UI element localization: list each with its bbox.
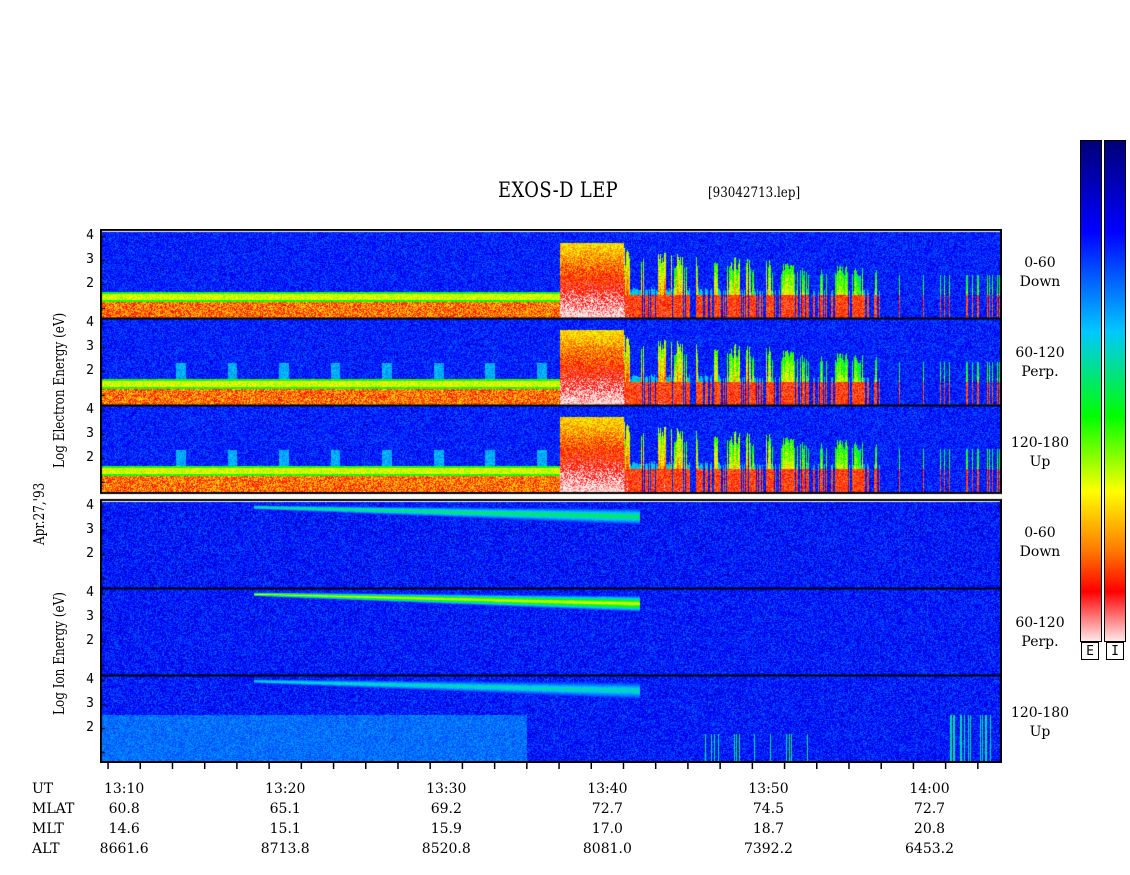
y-tick-label: 3 <box>86 251 94 267</box>
panel-direction: Down <box>1019 274 1061 290</box>
footer-mlat-value: 74.5 <box>752 801 785 817</box>
y-tick-label: 3 <box>86 608 94 624</box>
panel-direction: Perp. <box>1021 634 1059 650</box>
y-tick-label: 3 <box>86 695 94 711</box>
footer-label-ut: UT <box>32 781 54 797</box>
panel-direction: Down <box>1019 544 1061 560</box>
footer-mlt-value: 15.9 <box>430 821 462 837</box>
panel-angle: 120-180 <box>1010 435 1070 451</box>
footer-label-alt: ALT <box>32 841 60 857</box>
date-label: Apr.27,'93 <box>30 482 48 545</box>
ion-colorbar <box>1104 140 1126 642</box>
footer-label-mlt: MLT <box>32 821 64 837</box>
footer-mlat-value: 65.1 <box>269 801 301 817</box>
y-tick-label: 4 <box>86 314 94 330</box>
y-tick-label: 4 <box>86 497 94 513</box>
footer-ut-value: 14:00 <box>909 781 950 797</box>
panel-direction: Up <box>1029 454 1051 470</box>
y-tick-label: 4 <box>86 671 94 687</box>
y-tick-label: 2 <box>86 275 94 291</box>
electron-axis-label: Log Electron Energy (eV) <box>50 312 68 468</box>
footer-ut-value: 13:10 <box>103 781 145 797</box>
x-axis <box>100 761 1002 769</box>
footer-mlat-value: 72.7 <box>591 801 623 817</box>
file-name: [93042713.lep] <box>708 185 801 201</box>
footer-ut-value: 13:40 <box>587 781 628 797</box>
footer-alt-value: 8713.8 <box>260 841 310 857</box>
panel-angle: 0-60 <box>1024 525 1056 541</box>
panel-label-e-down: 0-60 Down <box>1005 254 1075 292</box>
y-tick-label: 4 <box>86 584 94 600</box>
panel-label-e-perp: 60-120 Perp. <box>1005 344 1075 382</box>
footer-mlat-value: 69.2 <box>430 801 462 817</box>
y-tick-label: 2 <box>86 545 94 561</box>
panel-direction: Up <box>1029 724 1051 740</box>
footer-alt-value: 8081.0 <box>582 841 632 857</box>
footer-alt-value: 8520.8 <box>421 841 471 857</box>
footer-alt-value: 8661.6 <box>99 841 149 857</box>
footer-label-mlat: MLAT <box>32 801 75 817</box>
ion-colorbar-label: I <box>1106 642 1124 660</box>
footer-mlt-value: 18.7 <box>752 821 785 837</box>
footer-mlat-value: 72.7 <box>913 801 946 817</box>
y-tick-label: 3 <box>86 338 94 354</box>
panel-label-i-perp: 60-120 Perp. <box>1005 614 1075 652</box>
y-tick-label: 2 <box>86 362 94 378</box>
y-tick-label: 3 <box>86 521 94 537</box>
panel-direction: Perp. <box>1021 364 1059 380</box>
panel-label-i-up: 120-180 Up <box>1005 704 1075 742</box>
footer-mlt-value: 14.6 <box>108 821 140 837</box>
y-tick-label: 4 <box>86 401 94 417</box>
footer-mlt-value: 17.0 <box>591 821 623 837</box>
y-tick-label: 2 <box>86 719 94 735</box>
panel-label-i-down: 0-60 Down <box>1005 524 1075 562</box>
footer-alt-value: 6453.2 <box>905 841 955 857</box>
footer-ut-value: 13:20 <box>265 781 306 797</box>
electron-colorbar <box>1080 140 1102 642</box>
panel-angle: 60-120 <box>1015 615 1065 631</box>
electron-colorbar-label: E <box>1081 642 1099 660</box>
ion-axis-label: Log Ion Energy (eV) <box>50 592 68 715</box>
panel-angle: 120-180 <box>1010 705 1070 721</box>
y-tick-label: 2 <box>86 632 94 648</box>
footer-mlat-value: 60.8 <box>108 801 140 817</box>
y-tick-label: 2 <box>86 449 94 465</box>
panel-angle: 0-60 <box>1024 255 1056 271</box>
footer-ut-value: 13:30 <box>426 781 467 797</box>
y-tick-label: 4 <box>86 227 94 243</box>
footer-mlt-value: 15.1 <box>269 821 301 837</box>
footer-mlt-value: 20.8 <box>913 821 946 837</box>
y-tick-label: 3 <box>86 425 94 441</box>
chart-title: EXOS-D LEP <box>498 178 619 202</box>
panel-angle: 60-120 <box>1015 345 1065 361</box>
panel-label-e-up: 120-180 Up <box>1005 434 1075 472</box>
spectrogram-canvas <box>100 229 1002 763</box>
footer-ut-value: 13:50 <box>748 781 789 797</box>
footer-alt-value: 7392.2 <box>743 841 793 857</box>
